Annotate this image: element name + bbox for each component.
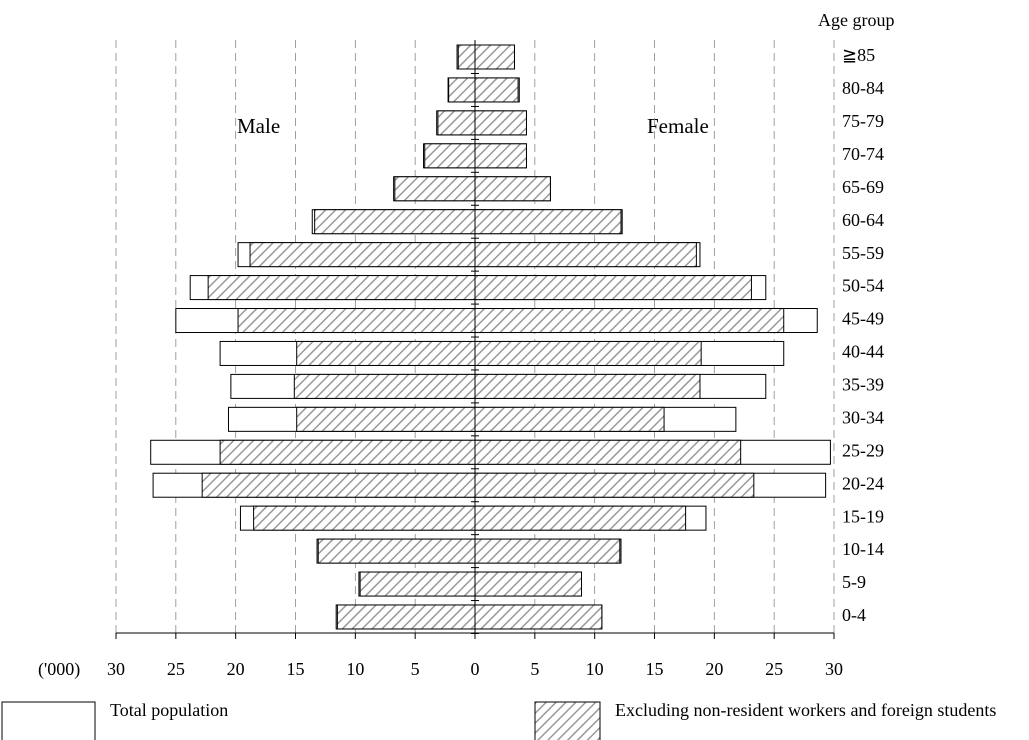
y-tick-label: 60-64: [842, 210, 884, 230]
bar: [253, 505, 476, 531]
bar: [424, 143, 476, 169]
bar: [474, 143, 527, 169]
bar: [474, 209, 622, 235]
x-tick-label: 5: [530, 659, 539, 679]
y-tick-label: 55-59: [842, 243, 884, 263]
bar: [317, 538, 476, 564]
bar: [296, 340, 476, 366]
x-tick-label: 10: [346, 659, 364, 679]
y-tick-label: 45-49: [842, 309, 884, 329]
y-tick-label: 80-84: [842, 78, 884, 98]
legend-label: Total population: [110, 700, 228, 720]
x-tick-label: 30: [825, 659, 843, 679]
y-tick-label: 35-39: [842, 375, 884, 395]
bar: [474, 373, 701, 399]
bar: [474, 242, 697, 268]
bar: [359, 571, 476, 597]
legend-swatch: [534, 701, 601, 740]
bar: [474, 340, 702, 366]
bar: [474, 176, 551, 202]
bar: [237, 308, 476, 334]
bar: [474, 439, 742, 465]
bar: [207, 275, 476, 301]
bar: [474, 505, 687, 531]
x-tick-label: 0: [471, 659, 480, 679]
y-tick-label: ≧85: [842, 45, 875, 65]
x-tick-label: 15: [287, 659, 305, 679]
female-label: Female: [647, 114, 709, 138]
bar: [296, 406, 476, 432]
y-tick-label: 10-14: [842, 539, 884, 559]
bar: [201, 472, 476, 498]
bar: [474, 110, 527, 136]
y-tick-label: 0-4: [842, 605, 866, 625]
y-tick-label: 15-19: [842, 506, 884, 526]
y-tick-label: 70-74: [842, 144, 884, 164]
bar: [474, 538, 621, 564]
y-tick-label: 75-79: [842, 111, 884, 131]
x-tick-label: 25: [765, 659, 783, 679]
x-tick-label: 10: [586, 659, 604, 679]
bar: [474, 472, 755, 498]
bar: [474, 275, 752, 301]
x-tick-label: 30: [107, 659, 125, 679]
x-tick-label: 15: [646, 659, 664, 679]
bar: [457, 44, 476, 70]
y-tick-label: 5-9: [842, 572, 866, 592]
male-label: Male: [237, 114, 280, 138]
x-tick-label: 25: [167, 659, 185, 679]
bar: [474, 44, 515, 70]
legend-label: Excluding non-resident workers and forei…: [615, 700, 996, 720]
bar: [314, 209, 476, 235]
legend-swatch: [1, 701, 96, 740]
bar: [474, 406, 665, 432]
bar: [474, 571, 583, 597]
unit-label: ('000): [38, 659, 80, 680]
bar: [293, 373, 476, 399]
bar: [474, 77, 519, 103]
bar: [394, 176, 476, 202]
y-tick-label: 30-34: [842, 407, 884, 427]
bar: [474, 308, 785, 334]
x-tick-label: 20: [705, 659, 723, 679]
bar: [249, 242, 476, 268]
bar: [437, 110, 476, 136]
axis-title: Age group: [818, 10, 894, 30]
bar: [474, 604, 603, 630]
bar: [336, 604, 476, 630]
y-tick-label: 65-69: [842, 177, 884, 197]
x-tick-label: 20: [227, 659, 245, 679]
x-tick-label: 5: [411, 659, 420, 679]
y-tick-label: 20-24: [842, 473, 884, 493]
y-tick-label: 40-44: [842, 342, 884, 362]
y-tick-label: 25-29: [842, 440, 884, 460]
bar: [448, 77, 476, 103]
bar: [219, 439, 476, 465]
y-tick-label: 50-54: [842, 276, 884, 296]
